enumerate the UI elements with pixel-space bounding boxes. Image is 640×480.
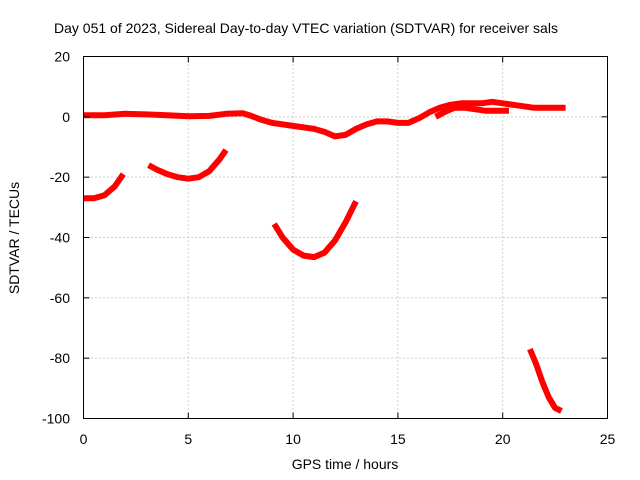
y-tick-label: -20 [50,169,70,185]
x-axis-label: GPS time / hours [292,456,399,472]
y-axis-label: SDTVAR / TECUs [6,182,22,294]
series-main-lower-branch [434,104,509,120]
y-tick-label: -40 [50,230,70,246]
axis-ticks: 0 5 10 15 20 25 -100 -80 -60 -40 -20 0 20 [42,49,616,448]
grid-lines [83,56,608,419]
y-tick-label: 0 [62,109,70,125]
x-tick-label: 20 [495,431,511,447]
plot-frame [83,56,608,419]
x-tick-label: 15 [390,431,406,447]
x-tick-label: 25 [600,431,616,447]
x-tick-label: 10 [285,431,301,447]
y-tick-label: -100 [42,411,70,427]
x-tick-label: 5 [184,431,192,447]
y-tick-label: -60 [50,290,70,306]
series-arc-1 [83,172,126,202]
series-arc-2 [147,148,229,182]
series-arc-4 [527,347,563,414]
series-arc-3 [271,199,359,261]
chart-title: Day 051 of 2023, Sidereal Day-to-day VTE… [54,20,558,36]
series-main [83,98,566,140]
y-tick-label: -80 [50,350,70,366]
y-tick-label: 20 [54,49,70,65]
data-series [83,98,566,414]
x-tick-label: 0 [80,431,88,447]
